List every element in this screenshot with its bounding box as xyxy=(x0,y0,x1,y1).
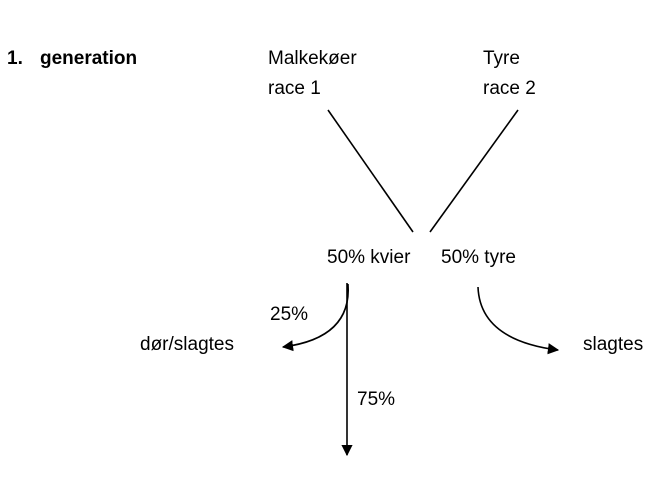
parent-cows-line1: Malkekøer xyxy=(268,48,357,69)
kept-percent: 75% xyxy=(357,389,396,410)
arrow-culled-heifers xyxy=(281,283,349,352)
culled-percent: 25% xyxy=(270,304,309,325)
offspring-male: 50% tyre xyxy=(441,247,516,268)
parent-cows-line2: race 1 xyxy=(268,78,321,99)
male-outcome-label: slagtes xyxy=(583,334,644,355)
parent-bulls-line2: race 2 xyxy=(483,78,536,99)
parent-bulls-line1: Tyre xyxy=(483,48,520,69)
heading-number: 1. xyxy=(7,48,23,69)
culled-label: dør/slagtes xyxy=(140,334,234,355)
heading-title: generation xyxy=(40,48,138,69)
arrow-bulls-slaughtered xyxy=(477,286,560,355)
line-bulls-to-offspring xyxy=(429,109,519,233)
offspring-female: 50% kvier xyxy=(327,247,411,268)
line-cows-to-offspring xyxy=(327,109,414,233)
